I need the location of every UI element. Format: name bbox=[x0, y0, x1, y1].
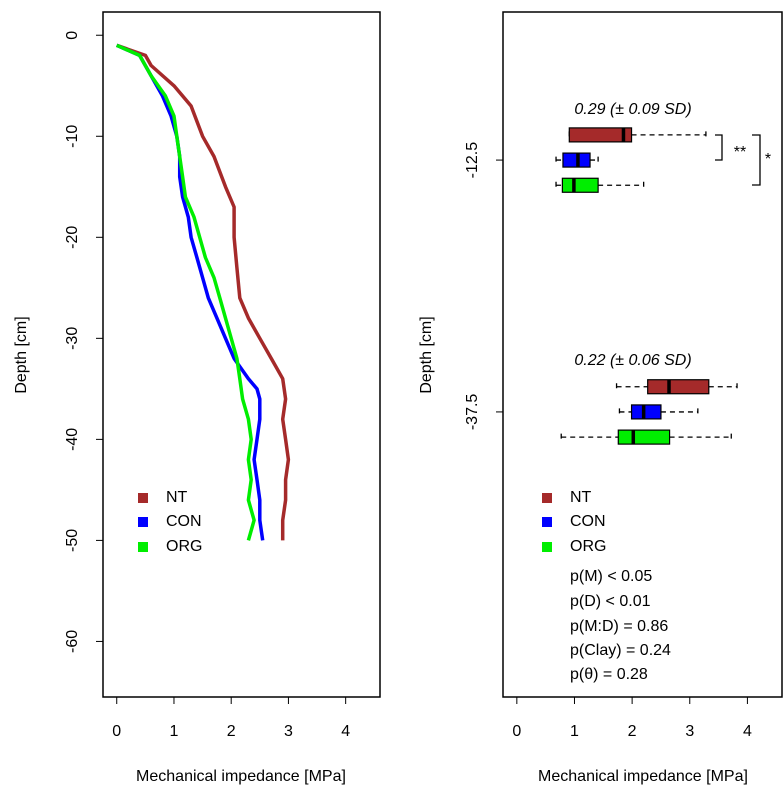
legend-label: ORG bbox=[166, 538, 202, 555]
y-axis-title: Depth [cm] bbox=[418, 316, 435, 393]
stats: p(M) < 0.05 p(D) < 0.01 p(M:D) = 0.86 p(… bbox=[570, 568, 671, 683]
y-tick-label: -50 bbox=[64, 529, 81, 552]
annotation: * bbox=[765, 151, 771, 168]
y-axis-title: Depth [cm] bbox=[13, 316, 30, 393]
line bbox=[115, 43, 265, 541]
line bbox=[116, 43, 291, 541]
box bbox=[630, 404, 662, 420]
legend-label: NT bbox=[166, 489, 188, 506]
legend-label: CON bbox=[570, 513, 606, 530]
stat: p(M:D) = 0.86 bbox=[570, 618, 668, 635]
y-tick-label: -12.5 bbox=[464, 142, 481, 179]
x-tick-label: 0 bbox=[512, 723, 521, 740]
box bbox=[647, 379, 710, 395]
annotation: ** bbox=[734, 144, 746, 161]
legend-swatch bbox=[542, 542, 552, 552]
legend-swatch bbox=[138, 542, 148, 552]
whisker bbox=[555, 181, 563, 189]
x-tick-label: 3 bbox=[284, 723, 293, 740]
box bbox=[617, 429, 671, 445]
whisker bbox=[598, 181, 645, 189]
whisker bbox=[555, 156, 563, 164]
box bbox=[568, 127, 633, 143]
y-tick-label: -20 bbox=[64, 226, 81, 249]
x-axis-title: Mechanical impedance [MPa] bbox=[538, 768, 748, 785]
legend-swatch bbox=[542, 517, 552, 527]
annotation: 0.22 (± 0.06 SD) bbox=[574, 352, 691, 369]
x-tick-label: 4 bbox=[743, 723, 752, 740]
x-tick-label: 2 bbox=[227, 723, 236, 740]
x-tick-label: 1 bbox=[170, 723, 179, 740]
y-tick-label: -37.5 bbox=[464, 394, 481, 431]
x-tick-label: 1 bbox=[570, 723, 579, 740]
bracket bbox=[752, 134, 761, 186]
legend-label: NT bbox=[570, 489, 592, 506]
box bbox=[561, 177, 599, 193]
legend-swatch bbox=[542, 493, 552, 503]
annotation: 0.29 (± 0.09 SD) bbox=[574, 101, 691, 118]
whisker bbox=[660, 408, 699, 416]
x-axis-title: Mechanical impedance [MPa] bbox=[136, 768, 346, 785]
legend-swatch bbox=[138, 493, 148, 503]
whisker bbox=[631, 131, 707, 139]
whisker bbox=[615, 383, 648, 391]
stat: p(θ) = 0.28 bbox=[570, 666, 648, 683]
stat: p(D) < 0.01 bbox=[570, 593, 651, 610]
line bbox=[115, 43, 256, 541]
x-tick-label: 2 bbox=[628, 723, 637, 740]
plot-frame bbox=[102, 11, 381, 698]
legend-swatch bbox=[138, 517, 148, 527]
legend-label: ORG bbox=[570, 538, 606, 555]
bracket bbox=[715, 134, 723, 161]
x-tick-label: 4 bbox=[341, 723, 350, 740]
whisker bbox=[560, 433, 619, 441]
stat: p(Clay) = 0.24 bbox=[570, 642, 671, 659]
x-tick-label: 3 bbox=[685, 723, 694, 740]
y-tick-label: -60 bbox=[64, 630, 81, 653]
legend-label: CON bbox=[166, 513, 202, 530]
plot-frame bbox=[502, 11, 783, 698]
y-tick-label: 0 bbox=[64, 31, 81, 40]
whisker bbox=[590, 156, 599, 164]
y-tick-label: -40 bbox=[64, 428, 81, 451]
y-tick-label: -30 bbox=[64, 327, 81, 350]
whisker bbox=[618, 408, 632, 416]
whisker bbox=[708, 383, 738, 391]
x-tick-label: 0 bbox=[112, 723, 121, 740]
stat: p(M) < 0.05 bbox=[570, 568, 652, 585]
y-tick-label: -10 bbox=[64, 125, 81, 148]
whisker bbox=[669, 433, 732, 441]
